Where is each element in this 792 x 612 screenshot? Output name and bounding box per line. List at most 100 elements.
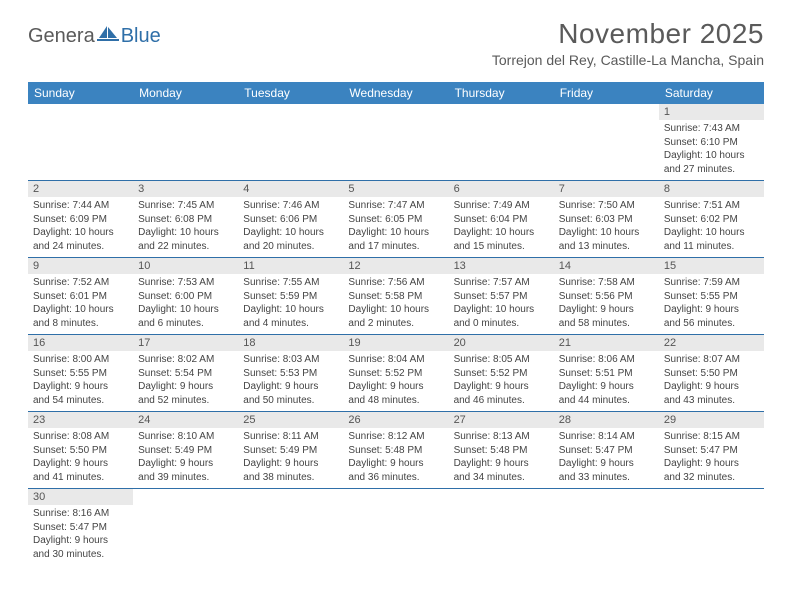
- day-body-cell: [554, 505, 659, 565]
- day-number-cell: 19: [343, 335, 448, 352]
- day-number-cell: 6: [449, 181, 554, 198]
- dow-header: Friday: [554, 82, 659, 104]
- sunrise-text: Sunrise: 7:59 AM: [664, 276, 759, 290]
- day-number-cell: 10: [133, 258, 238, 275]
- daylight-text: and 22 minutes.: [138, 240, 233, 254]
- day-number-cell: 17: [133, 335, 238, 352]
- daylight-text: Daylight: 9 hours: [243, 380, 338, 394]
- day-number-cell: 4: [238, 181, 343, 198]
- day-number-cell: 8: [659, 181, 764, 198]
- sunset-text: Sunset: 5:58 PM: [348, 290, 443, 304]
- day-body-cell: Sunrise: 8:16 AMSunset: 5:47 PMDaylight:…: [28, 505, 133, 565]
- sunset-text: Sunset: 6:03 PM: [559, 213, 654, 227]
- day-body-cell: Sunrise: 8:00 AMSunset: 5:55 PMDaylight:…: [28, 351, 133, 412]
- sunrise-text: Sunrise: 8:03 AM: [243, 353, 338, 367]
- sunset-text: Sunset: 5:50 PM: [664, 367, 759, 381]
- day-body-cell: Sunrise: 8:07 AMSunset: 5:50 PMDaylight:…: [659, 351, 764, 412]
- day-number-cell: [28, 104, 133, 120]
- sunset-text: Sunset: 6:08 PM: [138, 213, 233, 227]
- daylight-text: and 39 minutes.: [138, 471, 233, 485]
- day-body-cell: Sunrise: 7:51 AMSunset: 6:02 PMDaylight:…: [659, 197, 764, 258]
- daylight-text: Daylight: 10 hours: [348, 303, 443, 317]
- daylight-text: and 54 minutes.: [33, 394, 128, 408]
- daylight-text: Daylight: 9 hours: [33, 457, 128, 471]
- day-number-cell: 22: [659, 335, 764, 352]
- dow-header: Thursday: [449, 82, 554, 104]
- day-body-cell: [238, 505, 343, 565]
- brand-logo: Genera Blue: [28, 24, 161, 48]
- daylight-text: Daylight: 10 hours: [454, 226, 549, 240]
- daylight-text: and 8 minutes.: [33, 317, 128, 331]
- calendar-table: Sunday Monday Tuesday Wednesday Thursday…: [28, 82, 764, 565]
- day-number-cell: [133, 104, 238, 120]
- sunset-text: Sunset: 6:05 PM: [348, 213, 443, 227]
- day-number-cell: [449, 489, 554, 506]
- day-number-cell: 9: [28, 258, 133, 275]
- sunrise-text: Sunrise: 7:46 AM: [243, 199, 338, 213]
- day-body-cell: Sunrise: 8:11 AMSunset: 5:49 PMDaylight:…: [238, 428, 343, 489]
- day-body-cell: [238, 120, 343, 181]
- day-body-cell: Sunrise: 8:10 AMSunset: 5:49 PMDaylight:…: [133, 428, 238, 489]
- day-number-cell: 14: [554, 258, 659, 275]
- dow-header: Monday: [133, 82, 238, 104]
- week-row: Sunrise: 8:16 AMSunset: 5:47 PMDaylight:…: [28, 505, 764, 565]
- sunset-text: Sunset: 5:55 PM: [664, 290, 759, 304]
- daynum-row: 16171819202122: [28, 335, 764, 352]
- daylight-text: and 30 minutes.: [33, 548, 128, 562]
- daylight-text: and 27 minutes.: [664, 163, 759, 177]
- sunrise-text: Sunrise: 8:10 AM: [138, 430, 233, 444]
- day-body-cell: [659, 505, 764, 565]
- sunset-text: Sunset: 5:47 PM: [33, 521, 128, 535]
- daylight-text: Daylight: 9 hours: [664, 303, 759, 317]
- daylight-text: Daylight: 9 hours: [243, 457, 338, 471]
- day-number-cell: 29: [659, 412, 764, 429]
- sunset-text: Sunset: 6:01 PM: [33, 290, 128, 304]
- sunrise-text: Sunrise: 8:07 AM: [664, 353, 759, 367]
- daynum-row: 1: [28, 104, 764, 120]
- sunrise-text: Sunrise: 8:13 AM: [454, 430, 549, 444]
- sunset-text: Sunset: 5:55 PM: [33, 367, 128, 381]
- sunset-text: Sunset: 6:09 PM: [33, 213, 128, 227]
- sunrise-text: Sunrise: 8:15 AM: [664, 430, 759, 444]
- day-body-cell: Sunrise: 8:08 AMSunset: 5:50 PMDaylight:…: [28, 428, 133, 489]
- day-number-cell: [238, 104, 343, 120]
- day-body-cell: Sunrise: 8:05 AMSunset: 5:52 PMDaylight:…: [449, 351, 554, 412]
- daylight-text: and 32 minutes.: [664, 471, 759, 485]
- daylight-text: and 48 minutes.: [348, 394, 443, 408]
- sunrise-text: Sunrise: 8:05 AM: [454, 353, 549, 367]
- daynum-row: 2345678: [28, 181, 764, 198]
- sunrise-text: Sunrise: 7:53 AM: [138, 276, 233, 290]
- sunrise-text: Sunrise: 8:12 AM: [348, 430, 443, 444]
- daylight-text: Daylight: 9 hours: [33, 534, 128, 548]
- title-block: November 2025 Torrejon del Rey, Castille…: [492, 18, 764, 68]
- day-number-cell: 30: [28, 489, 133, 506]
- daylight-text: Daylight: 9 hours: [559, 303, 654, 317]
- daylight-text: Daylight: 10 hours: [454, 303, 549, 317]
- sunset-text: Sunset: 5:54 PM: [138, 367, 233, 381]
- day-body-cell: [343, 120, 448, 181]
- day-body-cell: Sunrise: 7:44 AMSunset: 6:09 PMDaylight:…: [28, 197, 133, 258]
- daylight-text: Daylight: 9 hours: [348, 380, 443, 394]
- daylight-text: Daylight: 10 hours: [138, 303, 233, 317]
- day-body-cell: Sunrise: 7:43 AMSunset: 6:10 PMDaylight:…: [659, 120, 764, 181]
- sunrise-text: Sunrise: 7:57 AM: [454, 276, 549, 290]
- dow-header: Tuesday: [238, 82, 343, 104]
- daylight-text: and 46 minutes.: [454, 394, 549, 408]
- sunrise-text: Sunrise: 7:50 AM: [559, 199, 654, 213]
- daylight-text: Daylight: 10 hours: [664, 226, 759, 240]
- daylight-text: Daylight: 10 hours: [348, 226, 443, 240]
- day-number-cell: 11: [238, 258, 343, 275]
- day-number-cell: [554, 489, 659, 506]
- week-row: Sunrise: 7:43 AMSunset: 6:10 PMDaylight:…: [28, 120, 764, 181]
- sunset-text: Sunset: 5:52 PM: [348, 367, 443, 381]
- month-title: November 2025: [492, 18, 764, 50]
- sunrise-text: Sunrise: 8:02 AM: [138, 353, 233, 367]
- day-number-cell: 25: [238, 412, 343, 429]
- brand-part1: Genera: [28, 25, 95, 48]
- week-row: Sunrise: 7:52 AMSunset: 6:01 PMDaylight:…: [28, 274, 764, 335]
- sunset-text: Sunset: 5:57 PM: [454, 290, 549, 304]
- week-row: Sunrise: 8:00 AMSunset: 5:55 PMDaylight:…: [28, 351, 764, 412]
- sunset-text: Sunset: 5:51 PM: [559, 367, 654, 381]
- day-body-cell: Sunrise: 8:03 AMSunset: 5:53 PMDaylight:…: [238, 351, 343, 412]
- daylight-text: and 11 minutes.: [664, 240, 759, 254]
